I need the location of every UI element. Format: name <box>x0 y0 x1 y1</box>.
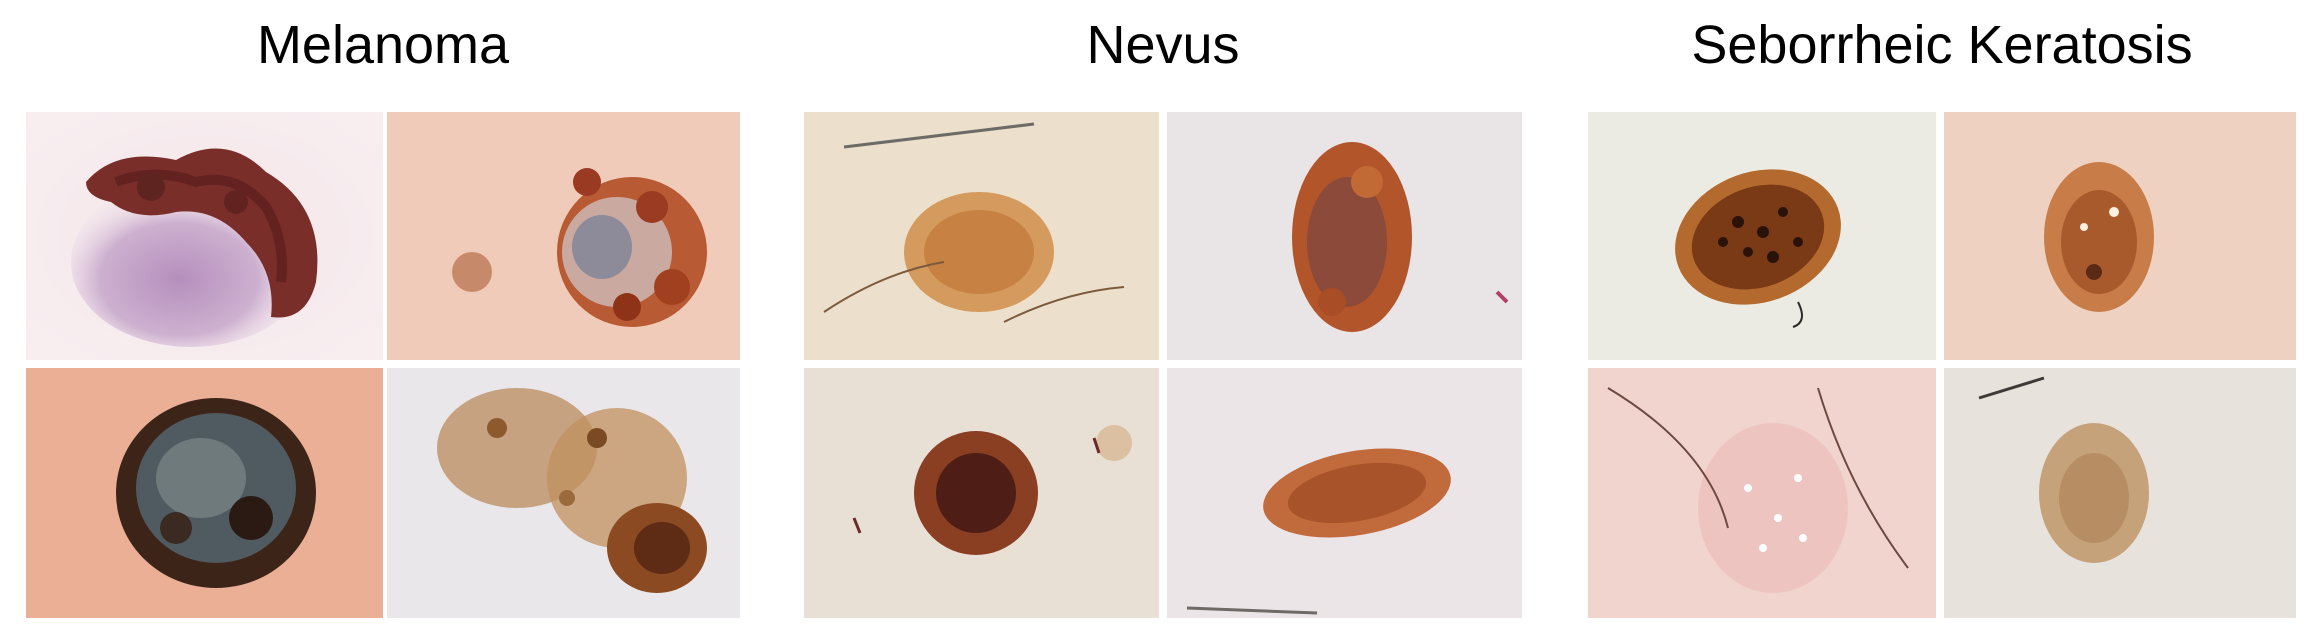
melanoma-image-4 <box>387 368 740 618</box>
group-seborrheic-keratosis: Seborrheic Keratosis <box>1588 0 2296 632</box>
melanoma-image-2 <box>387 112 740 360</box>
melanoma-image-3 <box>26 368 383 618</box>
melanoma-image-1 <box>26 112 383 360</box>
nevus-image-3 <box>804 368 1159 618</box>
seborrheic-keratosis-image-2 <box>1944 112 2296 360</box>
seborrheic-keratosis-image-1 <box>1588 112 1936 360</box>
group-title-seborrheic-keratosis: Seborrheic Keratosis <box>1691 15 2193 75</box>
group-nevus: Nevus <box>804 0 1522 632</box>
nevus-image-4 <box>1167 368 1522 618</box>
nevus-image-2 <box>1167 112 1522 360</box>
group-title-melanoma: Melanoma <box>256 15 510 75</box>
seborrheic-keratosis-image-4 <box>1944 368 2296 618</box>
seborrheic-keratosis-image-3 <box>1588 368 1936 618</box>
group-title-nevus: Nevus <box>1086 15 1240 75</box>
group-melanoma: Melanoma <box>26 0 740 632</box>
nevus-image-1 <box>804 112 1159 360</box>
